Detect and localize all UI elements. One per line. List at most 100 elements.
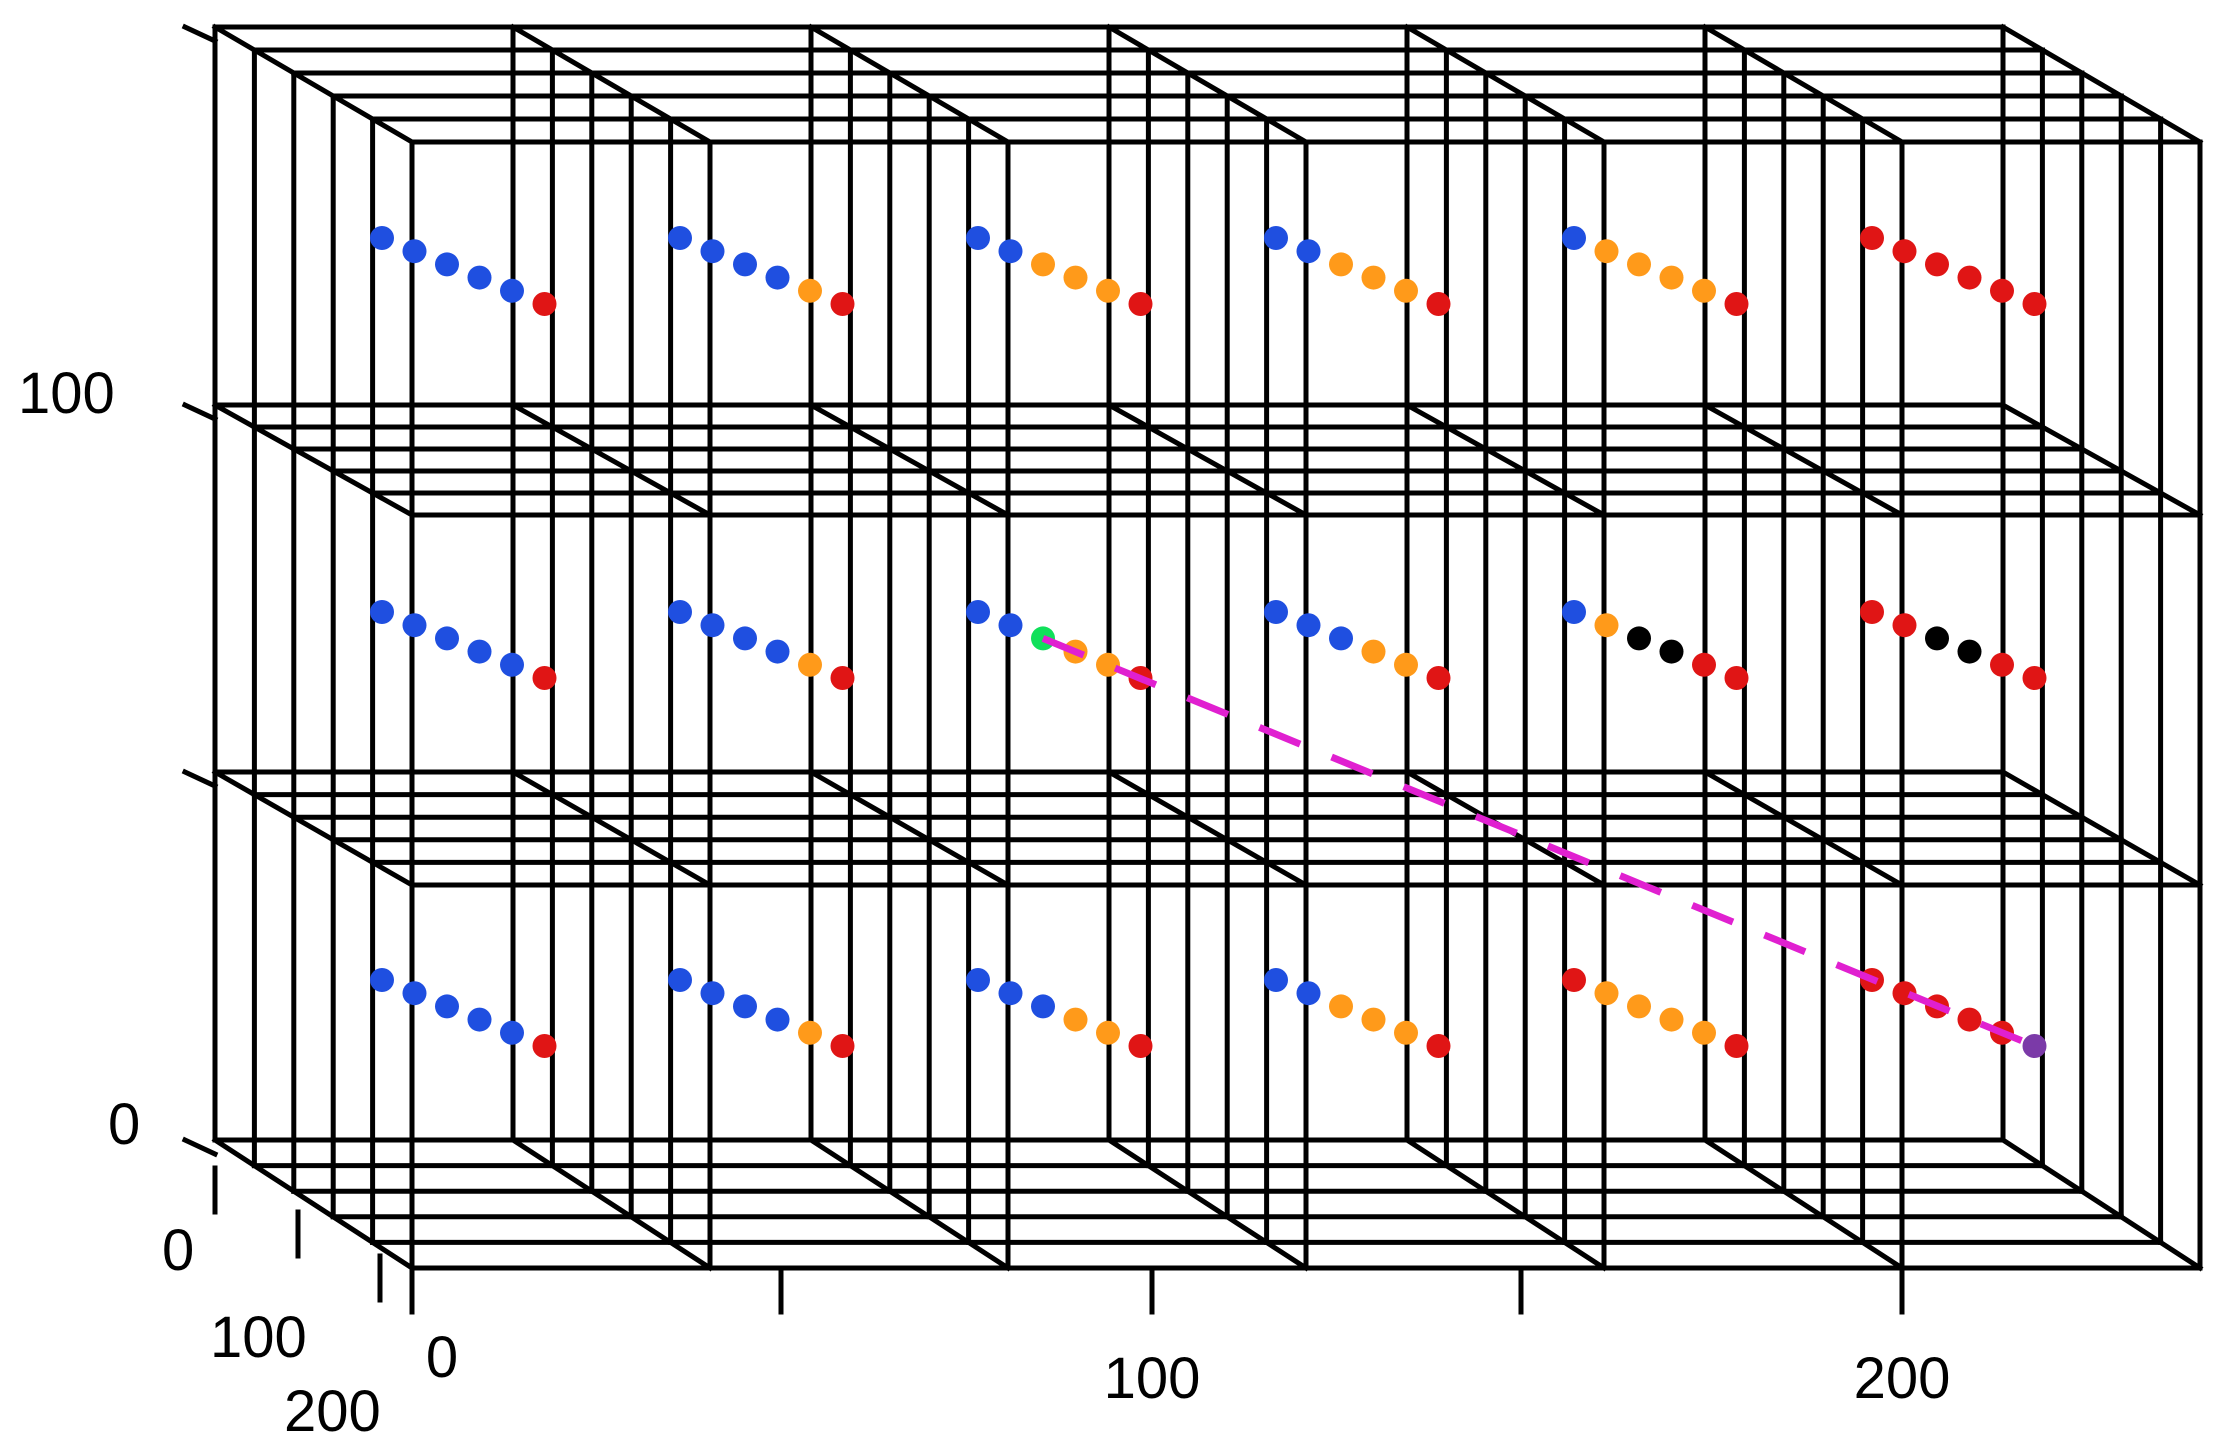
data-point-red	[830, 666, 855, 690]
data-point-blue	[1264, 226, 1288, 250]
grid-depth-line	[509, 1136, 714, 1272]
data-point-blue	[1329, 626, 1353, 651]
data-point-blue	[998, 981, 1023, 1006]
grid-depth-line	[1701, 1136, 1906, 1272]
data-point-red	[1426, 666, 1451, 690]
data-point-blue	[1296, 239, 1321, 264]
grid-depth-line	[1999, 1136, 2204, 1272]
data-point-red	[1724, 666, 1749, 690]
grid-depth-line	[509, 401, 714, 519]
data-point-orange	[1063, 265, 1088, 290]
data-point-red	[1724, 1034, 1749, 1058]
data-point-orange	[1692, 1020, 1716, 1045]
data-point-blue	[402, 613, 427, 638]
tick-marks	[181, 23, 1905, 1315]
grid-depth-line	[211, 23, 416, 146]
data-point-orange	[1659, 1007, 1684, 1032]
data-point-blue	[668, 600, 692, 624]
data-point-black	[1925, 626, 1949, 651]
data-point-red	[1957, 265, 1982, 290]
data-point-blue	[467, 1007, 492, 1032]
data-point-red	[1724, 292, 1749, 316]
grid-depth-line	[807, 401, 1012, 519]
data-point-blue	[1562, 600, 1586, 624]
z-axis-tick	[181, 401, 219, 423]
data-point-blue	[668, 226, 692, 250]
grid-depth-line	[1999, 401, 2204, 519]
data-point-blue	[765, 1007, 790, 1032]
x-tick-label-1: 100	[1104, 1346, 1201, 1411]
data-point-red	[830, 1034, 855, 1058]
x-tick-label-2: 200	[1854, 1346, 1951, 1411]
grid-depth-line	[1701, 768, 1906, 889]
data-point-red	[1562, 968, 1586, 992]
data-point-blue	[370, 968, 394, 992]
data-point-orange	[1627, 994, 1651, 1019]
data-point-red	[1860, 600, 1884, 624]
data-point-red	[1990, 652, 2014, 677]
grid-frame	[211, 23, 2204, 1272]
data-point-red	[1426, 1034, 1451, 1058]
y-tick-label-1: 100	[210, 1305, 307, 1370]
y-tick-label-2: 200	[284, 1379, 381, 1443]
data-point-red	[532, 1034, 557, 1058]
data-point-blue	[435, 994, 459, 1019]
data-point-blue	[370, 226, 394, 250]
data-point-orange	[1627, 252, 1651, 277]
data-point-orange	[1031, 252, 1055, 277]
data-point-blue	[700, 239, 725, 264]
data-point-blue	[668, 968, 692, 992]
data-point-blue	[765, 639, 790, 664]
grid-depth-line	[1105, 401, 1310, 519]
data-point-orange	[1659, 265, 1684, 290]
data-point-blue	[700, 613, 725, 638]
data-point-blue	[1296, 981, 1321, 1006]
data-point-red	[1128, 1034, 1153, 1058]
data-point-orange	[1063, 1007, 1088, 1032]
data-point-orange	[1594, 981, 1619, 1006]
data-point-blue	[500, 652, 524, 677]
z-axis-tick	[181, 23, 219, 45]
data-point-orange	[1692, 278, 1716, 303]
data-point-red	[2022, 666, 2047, 690]
grid-depth-line	[1403, 23, 1608, 146]
grid-depth-line	[211, 401, 416, 519]
data-point-red	[1892, 613, 1917, 638]
dashed-path-line	[1041, 635, 2036, 1050]
grid-depth-line	[1105, 1136, 1310, 1272]
data-point-red	[2022, 292, 2047, 316]
grid-depth-line	[807, 768, 1012, 889]
data-point-blue	[402, 239, 427, 264]
data-point-orange	[798, 652, 822, 677]
data-point-blue	[467, 265, 492, 290]
data-point-orange	[1594, 239, 1619, 264]
grid-depth-line	[1403, 1136, 1608, 1272]
data-point-blue	[998, 239, 1023, 264]
data-point-blue	[467, 639, 492, 664]
data-point-blue	[1264, 600, 1288, 624]
data-point-blue	[435, 252, 459, 277]
grid-depth-line	[807, 1136, 1012, 1272]
data-point-blue	[733, 994, 757, 1019]
grid-depth-line	[1105, 768, 1310, 889]
data-point-blue	[500, 278, 524, 303]
data-point-blue	[966, 968, 990, 992]
dashed-path	[1041, 635, 2036, 1050]
data-point-orange	[1594, 613, 1619, 638]
data-points	[370, 226, 2047, 1058]
data-point-red	[1892, 981, 1917, 1006]
data-point-orange	[1329, 994, 1353, 1019]
data-point-red	[1426, 292, 1451, 316]
data-point-blue	[370, 600, 394, 624]
data-point-orange	[1096, 278, 1120, 303]
data-point-orange	[1096, 1020, 1120, 1045]
grid-depth-line	[1701, 401, 1906, 519]
data-point-blue	[966, 226, 990, 250]
data-point-red	[532, 292, 557, 316]
data-point-orange	[1394, 1020, 1418, 1045]
grid-depth-line	[509, 23, 714, 146]
data-point-blue	[435, 626, 459, 651]
data-point-black	[1627, 626, 1651, 651]
grid-depth-line	[1999, 23, 2204, 146]
